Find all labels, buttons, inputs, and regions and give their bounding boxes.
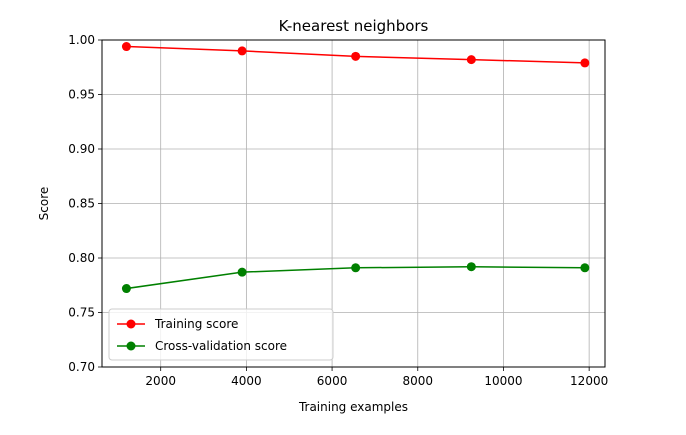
chart-title: K-nearest neighbors xyxy=(279,17,429,35)
series-layer xyxy=(121,42,590,294)
x-axis-label: Training examples xyxy=(298,400,408,414)
y-tick-label: 0.80 xyxy=(68,251,95,265)
data-point xyxy=(580,58,590,68)
legend-item: Cross-validation score xyxy=(117,339,287,353)
y-tick-label: 1.00 xyxy=(68,33,95,47)
x-tick-label: 2000 xyxy=(145,374,176,388)
y-tick-label: 0.95 xyxy=(68,88,95,102)
y-axis-label: Score xyxy=(37,187,51,221)
data-point xyxy=(121,284,131,294)
x-tick-label: 8000 xyxy=(402,374,433,388)
legend: Training score Cross-validation score xyxy=(108,308,334,361)
y-tick-label: 0.85 xyxy=(68,197,95,211)
x-tick-label: 12000 xyxy=(570,374,608,388)
y-tick-label: 0.70 xyxy=(68,360,95,374)
y-tick-label: 0.90 xyxy=(68,142,95,156)
legend-swatch-marker xyxy=(126,319,136,329)
x-tick-label: 6000 xyxy=(317,374,348,388)
data-point xyxy=(237,46,247,56)
axis-ticks: 2000 4000 6000 8000 10000 12000 0.70 0.75 0.80 0.… xyxy=(68,33,608,388)
series-cross-validation-score xyxy=(121,262,590,294)
series-training-score xyxy=(121,42,590,68)
data-point xyxy=(466,262,476,272)
data-point xyxy=(237,267,247,277)
data-point xyxy=(121,42,131,52)
data-point xyxy=(351,263,361,273)
legend-swatch-marker xyxy=(126,341,136,351)
data-point xyxy=(580,263,590,273)
x-tick-label: 4000 xyxy=(231,374,262,388)
legend-box xyxy=(108,308,334,361)
legend-label: Training score xyxy=(154,317,238,331)
y-tick-label: 0.75 xyxy=(68,306,95,320)
data-point xyxy=(466,55,476,65)
legend-item: Training score xyxy=(117,317,238,331)
legend-label: Cross-validation score xyxy=(155,339,287,353)
x-tick-label: 10000 xyxy=(484,374,522,388)
data-point xyxy=(351,51,361,61)
